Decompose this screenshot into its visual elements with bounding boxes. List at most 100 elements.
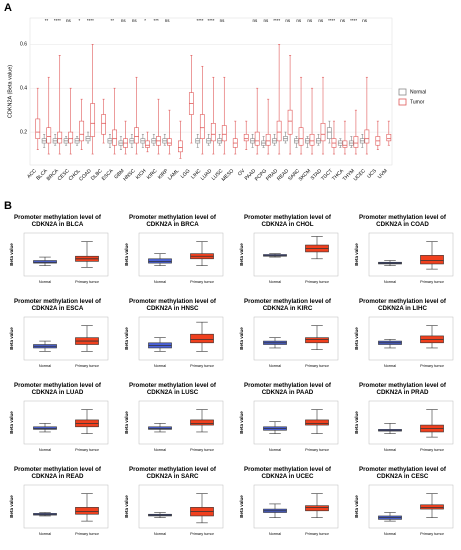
- significance-label: **: [45, 18, 49, 23]
- x-tick-label: Normal: [38, 532, 50, 536]
- chart-title: Promoter methylation level of CDKN2A in …: [14, 297, 101, 312]
- significance-label: *: [144, 18, 146, 23]
- box: [101, 114, 106, 135]
- box: [189, 333, 214, 344]
- small-chart: Promoter methylation level of CDKN2A in …: [115, 380, 230, 464]
- significance-label: ns: [220, 18, 226, 23]
- chart: Beta value Normal Primary tumor: [124, 316, 223, 368]
- significance-label: ns: [165, 18, 171, 23]
- significance-label: ****: [350, 18, 357, 23]
- x-tick-label: Primary tumor: [75, 448, 100, 452]
- y-axis-label: Beta value: [354, 495, 359, 518]
- chart-title: Promoter methylation level of CDKN2A in …: [244, 381, 331, 396]
- y-axis-label: Beta value: [9, 327, 14, 350]
- y-axis-label: Beta value: [124, 495, 129, 518]
- chart-title: Promoter methylation level of CDKN2A in …: [14, 381, 101, 396]
- y-axis-label: Beta value: [9, 243, 14, 266]
- significance-label: ****: [197, 18, 204, 23]
- plot-bg: [23, 484, 108, 529]
- y-axis-label: Beta value: [239, 327, 244, 350]
- x-tick-label: Primary tumor: [305, 280, 330, 284]
- box: [298, 127, 304, 146]
- x-tick-label: Primary tumor: [75, 280, 100, 284]
- box: [265, 133, 271, 146]
- significance-label: ***: [154, 18, 160, 23]
- box: [309, 133, 315, 146]
- chart-title: Promoter methylation level of CDKN2A in …: [129, 297, 216, 312]
- x-tick-label: Primary tumor: [75, 364, 100, 368]
- box: [304, 419, 329, 426]
- small-chart: Promoter methylation level of CDKN2A in …: [0, 296, 115, 380]
- box: [243, 133, 249, 142]
- legend-label: Normal: [410, 89, 426, 95]
- box: [57, 131, 63, 144]
- panel-label: A: [4, 2, 12, 14]
- box: [364, 129, 370, 144]
- y-axis-label: Beta value: [239, 495, 244, 518]
- x-tick-label: Normal: [268, 280, 280, 284]
- x-tick-label: ESCA: [101, 168, 115, 182]
- significance-label: ns: [285, 18, 291, 23]
- box: [287, 109, 293, 135]
- box: [32, 426, 57, 430]
- box: [74, 507, 99, 515]
- panel-label: B: [4, 200, 12, 212]
- x-tick-label: UCS: [366, 168, 378, 180]
- x-tick-label: Normal: [383, 448, 395, 452]
- small-chart: Promoter methylation level of CDKN2A in …: [230, 296, 345, 380]
- legend-swatch: [398, 98, 407, 106]
- box: [32, 260, 57, 264]
- box: [199, 114, 205, 139]
- x-tick-label: Normal: [38, 448, 50, 452]
- box: [276, 120, 282, 142]
- x-tick-label: Primary tumor: [190, 532, 215, 536]
- box: [147, 426, 172, 430]
- chart: Beta value Normal Primary tumor: [9, 232, 108, 284]
- box: [304, 505, 329, 512]
- y-axis-label: Beta value: [124, 327, 129, 350]
- x-tick-label: Normal: [153, 364, 165, 368]
- box: [304, 337, 329, 344]
- y-axis-label: Beta value: [124, 243, 129, 266]
- significance-label: ****: [273, 18, 280, 23]
- x-tick-label: Normal: [383, 364, 395, 368]
- chart-title: Promoter methylation level of CDKN2A in …: [14, 213, 101, 228]
- small-chart: Promoter methylation level of CDKN2A in …: [0, 380, 115, 464]
- box: [221, 125, 227, 142]
- x-tick-label: Primary tumor: [190, 364, 215, 368]
- box: [419, 255, 444, 265]
- panel-b: Promoter methylation level of CDKN2A in …: [0, 212, 461, 548]
- box: [134, 127, 139, 144]
- significance-label: ns: [132, 18, 138, 23]
- significance-label: ****: [87, 18, 94, 23]
- y-tick-label: 0.2: [20, 129, 27, 135]
- x-tick-label: HNSC: [122, 168, 137, 183]
- box: [386, 133, 392, 142]
- chart: Beta value Normal Primary tumor: [9, 316, 108, 368]
- chart-title: Promoter methylation level of CDKN2A in …: [359, 381, 446, 396]
- legend-swatch: [398, 88, 407, 96]
- chart-title: Promoter methylation level of CDKN2A in …: [359, 297, 446, 312]
- box: [167, 138, 172, 146]
- box: [145, 140, 150, 148]
- small-chart: Promoter methylation level of CDKN2A in …: [345, 212, 460, 296]
- chart-title: Promoter methylation level of CDKN2A in …: [244, 213, 331, 228]
- x-tick-label: Normal: [38, 280, 50, 284]
- chart: Beta value Normal Primary tumor: [9, 484, 108, 536]
- y-axis-label: Beta value: [354, 243, 359, 266]
- significance-label: ns: [307, 18, 313, 23]
- chart-title: Promoter methylation level of CDKN2A in …: [129, 213, 216, 228]
- y-tick-label: 0.4: [20, 86, 27, 92]
- x-tick-label: KIRC: [146, 168, 159, 181]
- x-tick-label: Primary tumor: [420, 280, 445, 284]
- box: [178, 140, 183, 153]
- chart: Beta value Normal Primary tumor: [124, 484, 223, 536]
- plot-bg: [368, 232, 453, 277]
- significance-label: *: [78, 18, 80, 23]
- x-tick-label: Primary tumor: [420, 364, 445, 368]
- chart: Beta value Normal Primary tumor: [124, 232, 223, 284]
- chart-title: Promoter methylation level of CDKN2A in …: [244, 297, 331, 312]
- box: [189, 419, 214, 426]
